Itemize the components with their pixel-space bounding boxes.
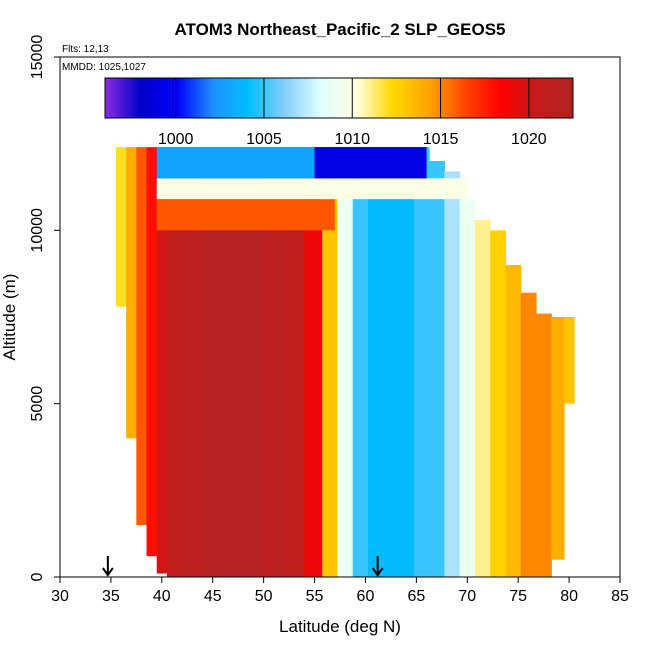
heatmap-column-26 [520,292,537,577]
date-label: MMDD: 1025,1027 [62,62,146,73]
colorbar-tick-label-3: 1015 [423,131,459,148]
flights-label: Flts: 12,13 [62,44,109,55]
x-tick-label-5: 55 [306,588,324,605]
latitude-arrow-0 [102,556,114,577]
x-axis: 30 35 40 45 50 55 60 65 70 75 80 85 [51,577,629,605]
y-tick-label-1: 5000 [29,386,46,422]
heatmap-column-25 [505,265,522,577]
x-tick-label-8: 70 [458,588,476,605]
heatmap-column-3 [146,147,158,557]
heatmap-column-1 [126,147,137,439]
heatmap-band-3 [314,147,427,179]
x-tick-label-0: 30 [51,588,69,605]
x-tick-label-6: 60 [357,588,375,605]
x-tick-label-2: 40 [153,588,171,605]
heatmap-column-23 [474,219,491,577]
heatmap-layer [116,147,575,578]
heatmap-column-7 [202,147,224,577]
colorbar [104,77,574,119]
colorbar-tick-label-1: 1005 [246,131,282,148]
x-axis-label: Latitude (deg N) [279,617,401,636]
heatmap-column-14 [337,147,354,577]
colorbar-ticks: 1000 1005 1010 1015 1020 [158,78,547,148]
x-tick-label-3: 45 [204,588,222,605]
heatmap-column-12 [304,147,323,577]
y-axis-label: Altitude (m) [0,274,19,361]
heatmap-column-13 [322,147,339,577]
heatmap-column-2 [136,147,148,525]
heatmap-column-6 [182,147,204,577]
heatmap-column-27 [536,313,552,577]
heatmap-column-0 [116,147,127,307]
heatmap-column-8 [222,147,244,577]
heatmap-column-17 [383,147,400,577]
heatmap-column-15 [352,147,369,577]
y-tick-label-3: 15000 [29,35,46,80]
heatmap-column-18 [398,147,415,577]
latitude-arrows [102,556,384,577]
heatmap-column-11 [284,147,305,577]
heatmap-column-10 [263,147,285,577]
latitude-arrow-1 [371,556,384,577]
heatmap-column-24 [490,230,507,578]
heatmap-band-0 [156,199,335,231]
heatmap-band-1 [156,178,468,200]
x-tick-label-4: 50 [255,588,273,605]
heatmap-column-16 [368,147,384,577]
heatmap-column-22 [459,199,476,577]
heatmap-column-20 [429,161,445,577]
plot-frame [59,56,621,578]
colorbar-tick-label-4: 1020 [511,131,547,148]
x-tick-label-10: 80 [560,588,578,605]
colorbar-tick-label-0: 1000 [158,131,194,148]
heatmap-column-21 [444,171,461,577]
heatmap-column-29 [564,317,575,404]
colorbar-tick-label-2: 1010 [334,131,370,148]
x-tick-label-7: 65 [407,588,425,605]
y-axis: 0 5000 10000 15000 [29,35,60,581]
heatmap-column-4 [156,147,168,574]
x-tick-label-9: 75 [509,588,527,605]
x-tick-label-1: 35 [102,588,120,605]
heatmap-column-28 [551,317,565,560]
heatmap-column-5 [166,147,183,577]
chart-title: ATOM3 Northeast_Pacific_2 SLP_GEOS5 [175,20,506,39]
heatmap-column-19 [413,147,430,577]
y-tick-label-0: 0 [29,572,46,581]
heatmap-column-9 [243,147,265,577]
x-tick-label-11: 85 [611,588,629,605]
y-tick-label-2: 10000 [29,208,46,253]
